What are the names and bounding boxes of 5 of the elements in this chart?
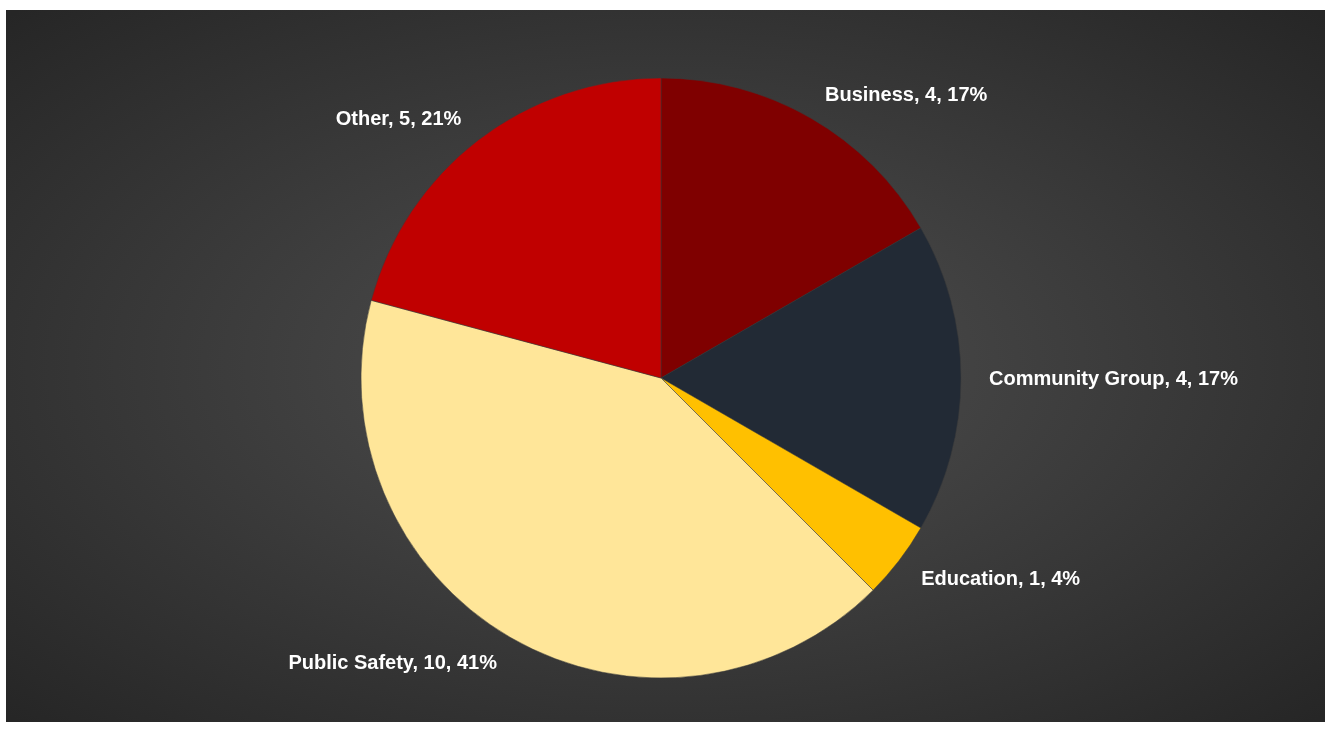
slice-label: Other, 5, 21%	[335, 106, 462, 129]
slice-label: Public Safety, 10, 41%	[288, 651, 498, 674]
slice-label: Community Group, 4, 17%	[989, 367, 1239, 389]
slice-label: Business, 4, 17%	[825, 82, 988, 105]
slice-label: Education, 1, 4%	[921, 566, 1081, 589]
